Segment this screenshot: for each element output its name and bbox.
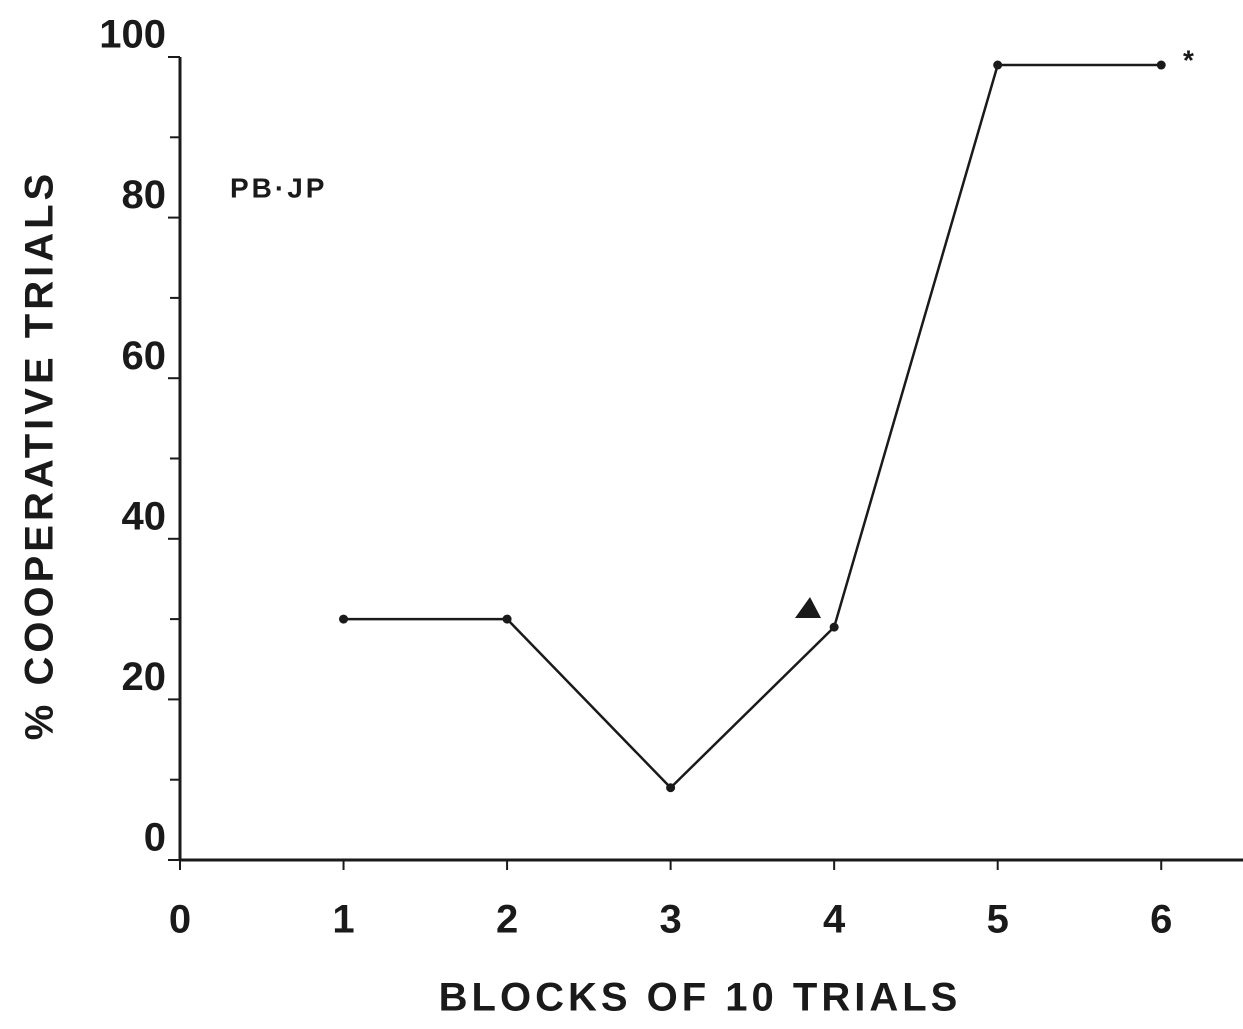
y-tick-label: 40	[122, 494, 167, 538]
x-axis-title: BLOCKS OF 10 TRIALS	[439, 976, 962, 1020]
y-tick-label: 100	[99, 13, 166, 57]
x-tick-label: 6	[1150, 898, 1172, 942]
x-tick-label: 3	[659, 898, 681, 942]
y-tick-label: 20	[122, 655, 167, 699]
x-tick-label: 0	[169, 898, 191, 942]
y-axis-title: % COOPERATIVE TRIALS	[18, 170, 62, 740]
asterisk-note: *	[1183, 44, 1197, 75]
x-tick-label: 4	[823, 898, 846, 942]
x-tick-label: 1	[332, 898, 354, 942]
x-tick-label: 5	[987, 898, 1009, 942]
panel-label: PB·JP	[230, 172, 327, 203]
data-point	[339, 614, 349, 624]
data-point	[1156, 60, 1166, 70]
marker-triangle	[795, 597, 821, 618]
x-tick-label: 2	[496, 898, 518, 942]
data-point	[666, 783, 676, 793]
y-tick-label: 0	[144, 816, 166, 860]
y-tick-label: 60	[122, 334, 167, 378]
data-point	[502, 614, 512, 624]
data-point	[993, 60, 1003, 70]
data-line	[343, 63, 1162, 790]
data-point	[829, 622, 839, 632]
y-tick-label: 80	[122, 173, 167, 217]
